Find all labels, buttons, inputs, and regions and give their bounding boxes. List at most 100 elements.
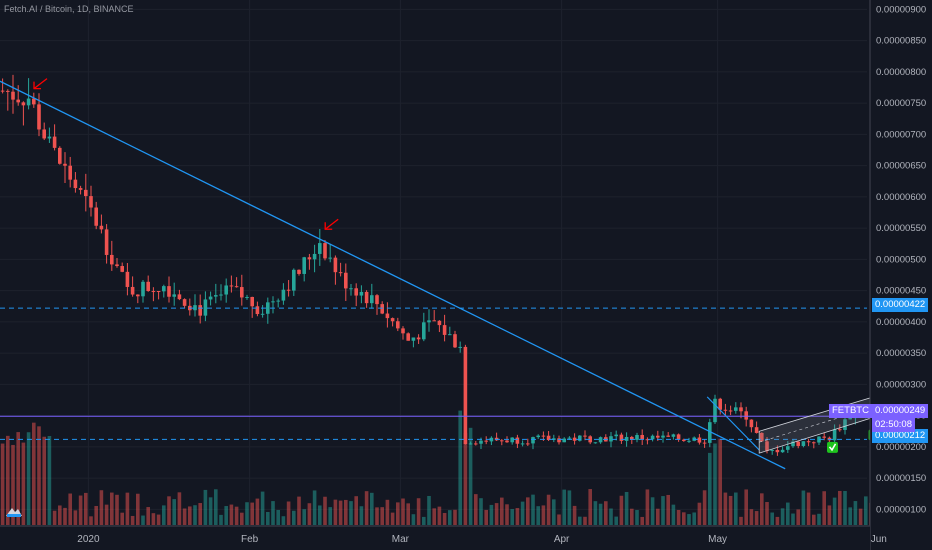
candle-body	[68, 165, 72, 180]
candle-body	[47, 136, 52, 139]
volume-bar	[125, 492, 130, 525]
candle-body	[780, 449, 785, 453]
volume-bar	[0, 443, 5, 525]
volume-bar	[396, 502, 400, 525]
volume-bar	[676, 509, 681, 525]
volume-bar	[136, 493, 140, 525]
candle-body	[578, 435, 582, 441]
candle-body	[427, 320, 431, 323]
volume-bar	[437, 506, 442, 525]
volume-bar	[723, 492, 728, 525]
volume-bar	[822, 491, 826, 525]
volume-bar	[302, 509, 306, 525]
candle-body	[16, 99, 20, 103]
candle-body	[26, 98, 31, 106]
candle-body	[167, 286, 171, 297]
volume-bar	[11, 444, 15, 525]
volume-bar	[359, 506, 364, 525]
candle-body	[671, 434, 676, 437]
candle-body	[562, 438, 566, 443]
x-tick-label: Apr	[554, 534, 570, 545]
volume-bar	[115, 494, 119, 525]
candle-body	[661, 435, 665, 438]
candle-body	[203, 299, 208, 316]
volume-bar	[99, 490, 104, 525]
volume-bar	[6, 435, 10, 525]
volume-bar	[838, 490, 842, 525]
volume-bar	[94, 505, 98, 525]
volume-bar	[567, 490, 572, 525]
volume-bar	[463, 432, 468, 525]
volume-bar	[240, 512, 244, 525]
candle-body	[21, 102, 26, 106]
volume-bar	[661, 496, 665, 525]
candle-body	[120, 266, 124, 272]
volume-bar	[182, 508, 187, 525]
volume-bar	[42, 436, 46, 525]
candle-body	[557, 438, 561, 443]
volume-bar	[687, 514, 691, 525]
grid	[0, 0, 880, 525]
volume-bar	[536, 506, 540, 525]
volume-bar	[89, 516, 93, 525]
volume-bar	[749, 509, 754, 525]
check-icon	[827, 441, 838, 453]
candle-body	[141, 281, 145, 297]
volume-bar	[26, 432, 31, 525]
candle-body	[734, 407, 738, 411]
candle-body	[125, 271, 130, 287]
candle-body	[32, 98, 36, 105]
volume-bar	[827, 505, 832, 525]
volume-bar	[640, 516, 644, 525]
candle-body	[224, 285, 228, 295]
peak-arrowhead	[33, 81, 41, 90]
candle-body	[832, 429, 837, 441]
volume-bar	[312, 490, 317, 525]
candle-body	[359, 291, 364, 296]
candle-body	[848, 418, 852, 420]
volume-bar	[411, 514, 416, 525]
volume-bar	[546, 494, 551, 525]
volume-bar	[370, 492, 374, 525]
trendline-leg	[706, 396, 760, 451]
candle-body	[614, 434, 618, 437]
volume-bar	[354, 496, 358, 525]
volume-bar	[630, 508, 634, 525]
candle-body	[338, 272, 343, 274]
candle-body	[806, 441, 811, 443]
candle-body	[354, 288, 358, 296]
candle-body	[260, 313, 265, 315]
peak-arrow	[33, 78, 48, 90]
volume-bar	[832, 497, 837, 525]
y-axis-panel	[870, 0, 932, 550]
volume-bar	[16, 432, 20, 525]
y-tick-label: 0.00000400	[876, 317, 926, 328]
volume-bar	[245, 502, 249, 525]
volume-bar	[250, 502, 254, 525]
volume-bar	[484, 509, 488, 525]
candle-body	[266, 302, 270, 314]
volume-bar	[671, 504, 676, 525]
candle-body	[791, 441, 795, 447]
countdown-label: 02:50:08	[872, 418, 915, 432]
candle-body	[240, 287, 244, 298]
candle-body	[749, 419, 754, 428]
volume-bar	[817, 513, 821, 525]
volume-bar	[650, 497, 655, 525]
candle-body	[250, 296, 254, 307]
candle-body	[94, 207, 98, 226]
volume-bar	[588, 489, 592, 525]
candle-body	[630, 436, 634, 440]
candle-body	[723, 409, 728, 411]
candle-body	[448, 334, 452, 336]
candle-body	[385, 313, 390, 319]
candle-body	[702, 442, 707, 444]
volume-bar	[775, 516, 780, 525]
volume-bar	[864, 496, 868, 525]
volume-bar	[422, 516, 426, 525]
volume-bar	[682, 512, 686, 525]
candle-body	[619, 434, 624, 441]
tradingview-logo-icon[interactable]	[5, 504, 23, 518]
volume-bar	[130, 515, 135, 525]
